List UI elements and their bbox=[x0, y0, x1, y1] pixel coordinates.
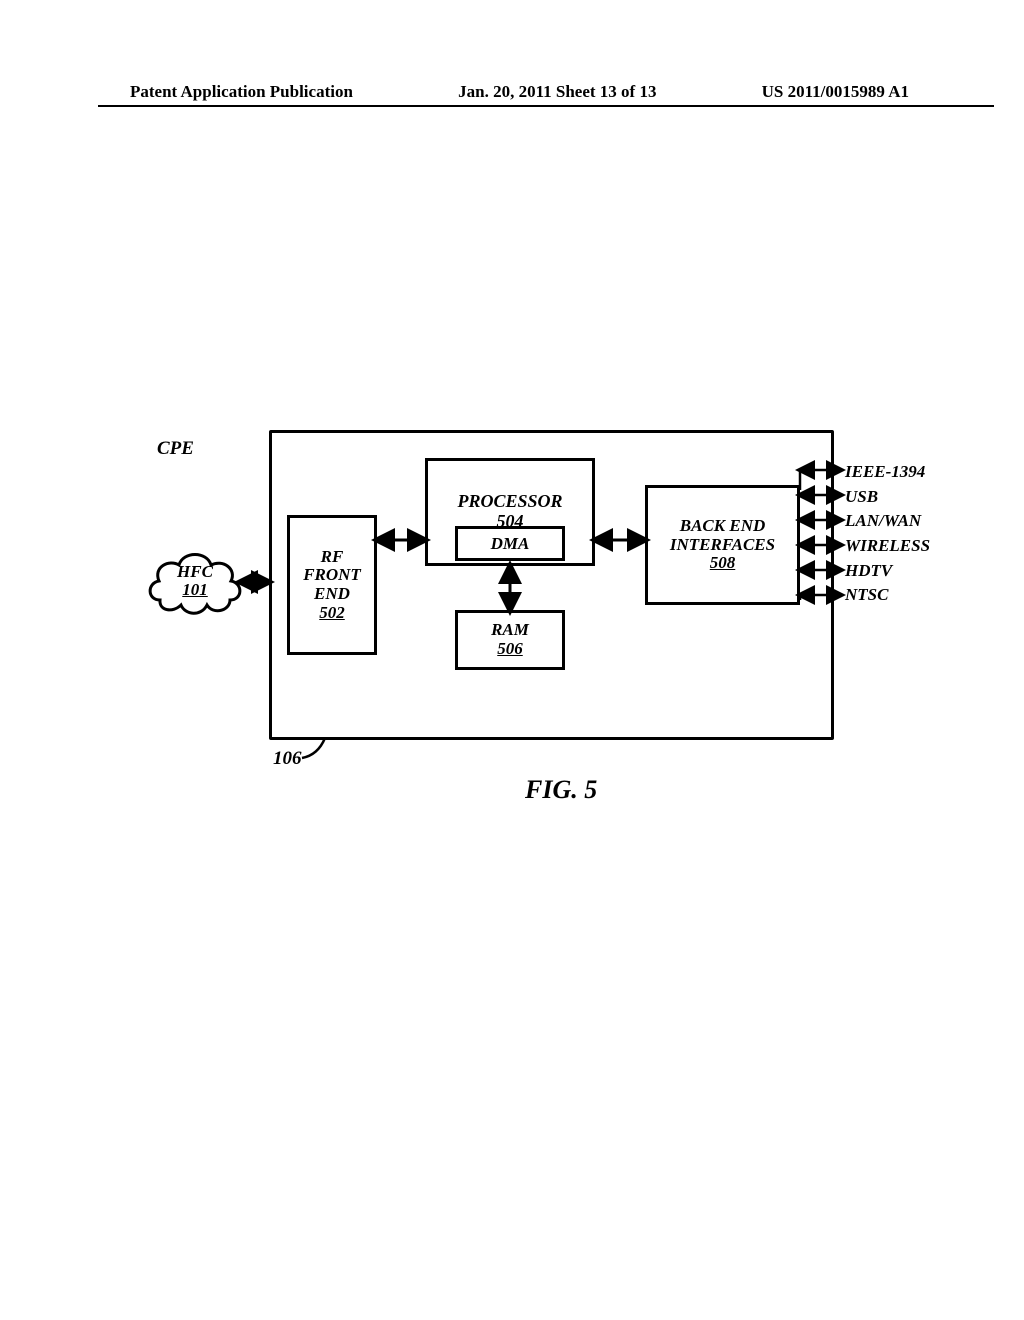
output-lanwan: LAN/WAN bbox=[845, 509, 930, 534]
ram-ref: 506 bbox=[497, 640, 523, 659]
header-center: Jan. 20, 2011 Sheet 13 of 13 bbox=[458, 82, 656, 102]
output-wireless: WIRELESS bbox=[845, 534, 930, 559]
output-ieee1394: IEEE-1394 bbox=[845, 460, 930, 485]
backend-interfaces-box: BACK END INTERFACES 508 bbox=[645, 485, 800, 605]
rf-line1: RF bbox=[321, 548, 344, 567]
figure-5-diagram: HFC 101 CPE 106 RF FRONT END 502 PROCESS… bbox=[145, 430, 905, 810]
backend-ref: 508 bbox=[710, 554, 736, 573]
cpe-label: CPE bbox=[157, 438, 194, 460]
figure-label: FIG. 5 bbox=[525, 775, 597, 805]
processor-label: PROCESSOR bbox=[457, 492, 562, 512]
ram-label: RAM bbox=[491, 621, 529, 640]
callout-leader bbox=[300, 733, 340, 763]
dma-box: DMA bbox=[455, 526, 565, 561]
cloud-label: HFC bbox=[145, 563, 245, 581]
ram-box: RAM 506 bbox=[455, 610, 565, 670]
cloud-ref: 101 bbox=[145, 581, 245, 599]
output-usb: USB bbox=[845, 485, 930, 510]
hfc-cloud: HFC 101 bbox=[145, 545, 245, 620]
header-right: US 2011/0015989 A1 bbox=[762, 82, 909, 102]
rf-line2: FRONT bbox=[303, 566, 361, 585]
rf-ref: 502 bbox=[319, 604, 345, 623]
header-left: Patent Application Publication bbox=[130, 82, 353, 102]
output-ntsc: NTSC bbox=[845, 583, 930, 608]
dma-label: DMA bbox=[491, 534, 530, 554]
rf-front-end-box: RF FRONT END 502 bbox=[287, 515, 377, 655]
output-hdtv: HDTV bbox=[845, 559, 930, 584]
output-labels: IEEE-1394 USB LAN/WAN WIRELESS HDTV NTSC bbox=[845, 460, 930, 608]
cpe-callout-ref: 106 bbox=[273, 748, 302, 770]
rf-line3: END bbox=[314, 585, 350, 604]
header-divider bbox=[98, 105, 994, 107]
backend-line1: BACK END bbox=[680, 517, 766, 536]
backend-line2: INTERFACES bbox=[670, 536, 775, 555]
